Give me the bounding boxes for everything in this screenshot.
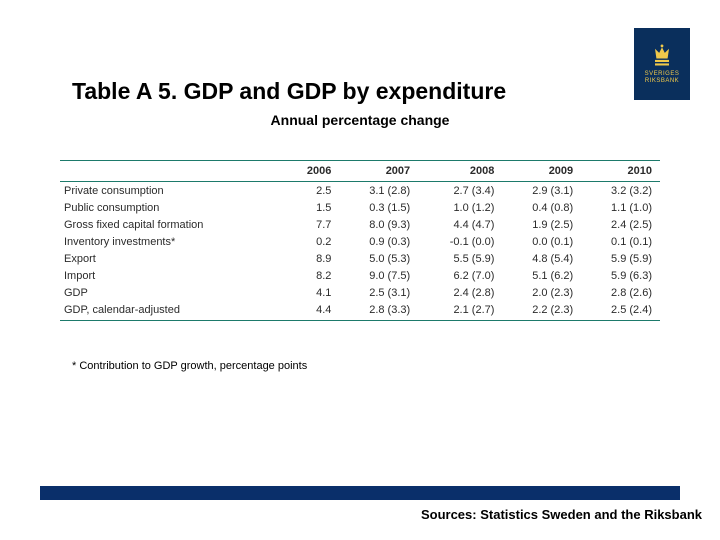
cell: 2.8 (2.6) [581, 284, 660, 301]
cell: 8.9 [285, 250, 339, 267]
cell: 0.0 (0.1) [502, 233, 581, 250]
cell: 5.1 (6.2) [502, 267, 581, 284]
cell: 4.8 (5.4) [502, 250, 581, 267]
table-row: Private consumption 2.5 3.1 (2.8) 2.7 (3… [60, 182, 660, 200]
row-label: Private consumption [60, 182, 285, 200]
cell: 2.0 (2.3) [502, 284, 581, 301]
cell: 4.4 [285, 301, 339, 320]
cell: 0.4 (0.8) [502, 199, 581, 216]
cell: 2.5 [285, 182, 339, 200]
cell: 1.0 (1.2) [418, 199, 502, 216]
table-row: Export 8.9 5.0 (5.3) 5.5 (5.9) 4.8 (5.4)… [60, 250, 660, 267]
cell: 4.1 [285, 284, 339, 301]
cell: 2.4 (2.5) [581, 216, 660, 233]
cell: 5.0 (5.3) [339, 250, 418, 267]
col-header: 2006 [285, 161, 339, 182]
cell: 1.5 [285, 199, 339, 216]
cell: 5.9 (5.9) [581, 250, 660, 267]
row-label: GDP [60, 284, 285, 301]
cell: 2.7 (3.4) [418, 182, 502, 200]
sources-text: Sources: Statistics Sweden and the Riksb… [421, 507, 702, 522]
page-subtitle: Annual percentage change [0, 112, 720, 128]
table-row: GDP 4.1 2.5 (3.1) 2.4 (2.8) 2.0 (2.3) 2.… [60, 284, 660, 301]
cell: 2.9 (3.1) [502, 182, 581, 200]
cell: 1.9 (2.5) [502, 216, 581, 233]
col-header: 2010 [581, 161, 660, 182]
cell: 0.3 (1.5) [339, 199, 418, 216]
cell: 8.0 (9.3) [339, 216, 418, 233]
row-label: Export [60, 250, 285, 267]
footnote: * Contribution to GDP growth, percentage… [72, 360, 307, 372]
row-label: Gross fixed capital formation [60, 216, 285, 233]
cell: 2.5 (3.1) [339, 284, 418, 301]
col-header: 2008 [418, 161, 502, 182]
accent-bar [40, 486, 680, 500]
col-header [60, 161, 285, 182]
cell: -0.1 (0.0) [418, 233, 502, 250]
cell: 3.1 (2.8) [339, 182, 418, 200]
row-label: GDP, calendar-adjusted [60, 301, 285, 320]
gdp-table-container: 2006 2007 2008 2009 2010 Private consump… [60, 160, 660, 321]
col-header: 2009 [502, 161, 581, 182]
cell: 8.2 [285, 267, 339, 284]
cell: 0.2 [285, 233, 339, 250]
cell: 7.7 [285, 216, 339, 233]
cell: 2.2 (2.3) [502, 301, 581, 320]
table-row: Import 8.2 9.0 (7.5) 6.2 (7.0) 5.1 (6.2)… [60, 267, 660, 284]
table-row: Gross fixed capital formation 7.7 8.0 (9… [60, 216, 660, 233]
cell: 2.4 (2.8) [418, 284, 502, 301]
cell: 0.1 (0.1) [581, 233, 660, 250]
table-row: Inventory investments* 0.2 0.9 (0.3) -0.… [60, 233, 660, 250]
cell: 5.5 (5.9) [418, 250, 502, 267]
page-title: Table A 5. GDP and GDP by expenditure [72, 78, 506, 105]
logo-text-1: SVERIGES [645, 71, 680, 78]
table-row: Public consumption 1.5 0.3 (1.5) 1.0 (1.… [60, 199, 660, 216]
crown-icon [648, 43, 676, 67]
col-header: 2007 [339, 161, 418, 182]
cell: 5.9 (6.3) [581, 267, 660, 284]
cell: 6.2 (7.0) [418, 267, 502, 284]
gdp-table: 2006 2007 2008 2009 2010 Private consump… [60, 160, 660, 321]
table-row: GDP, calendar-adjusted 4.4 2.8 (3.3) 2.1… [60, 301, 660, 320]
table-header-row: 2006 2007 2008 2009 2010 [60, 161, 660, 182]
cell: 9.0 (7.5) [339, 267, 418, 284]
logo-text-2: RIKSBANK [645, 78, 680, 85]
riksbank-logo: SVERIGES RIKSBANK [634, 28, 690, 100]
row-label: Import [60, 267, 285, 284]
cell: 2.8 (3.3) [339, 301, 418, 320]
row-label: Public consumption [60, 199, 285, 216]
cell: 2.1 (2.7) [418, 301, 502, 320]
cell: 0.9 (0.3) [339, 233, 418, 250]
cell: 2.5 (2.4) [581, 301, 660, 320]
cell: 1.1 (1.0) [581, 199, 660, 216]
cell: 3.2 (3.2) [581, 182, 660, 200]
row-label: Inventory investments* [60, 233, 285, 250]
cell: 4.4 (4.7) [418, 216, 502, 233]
